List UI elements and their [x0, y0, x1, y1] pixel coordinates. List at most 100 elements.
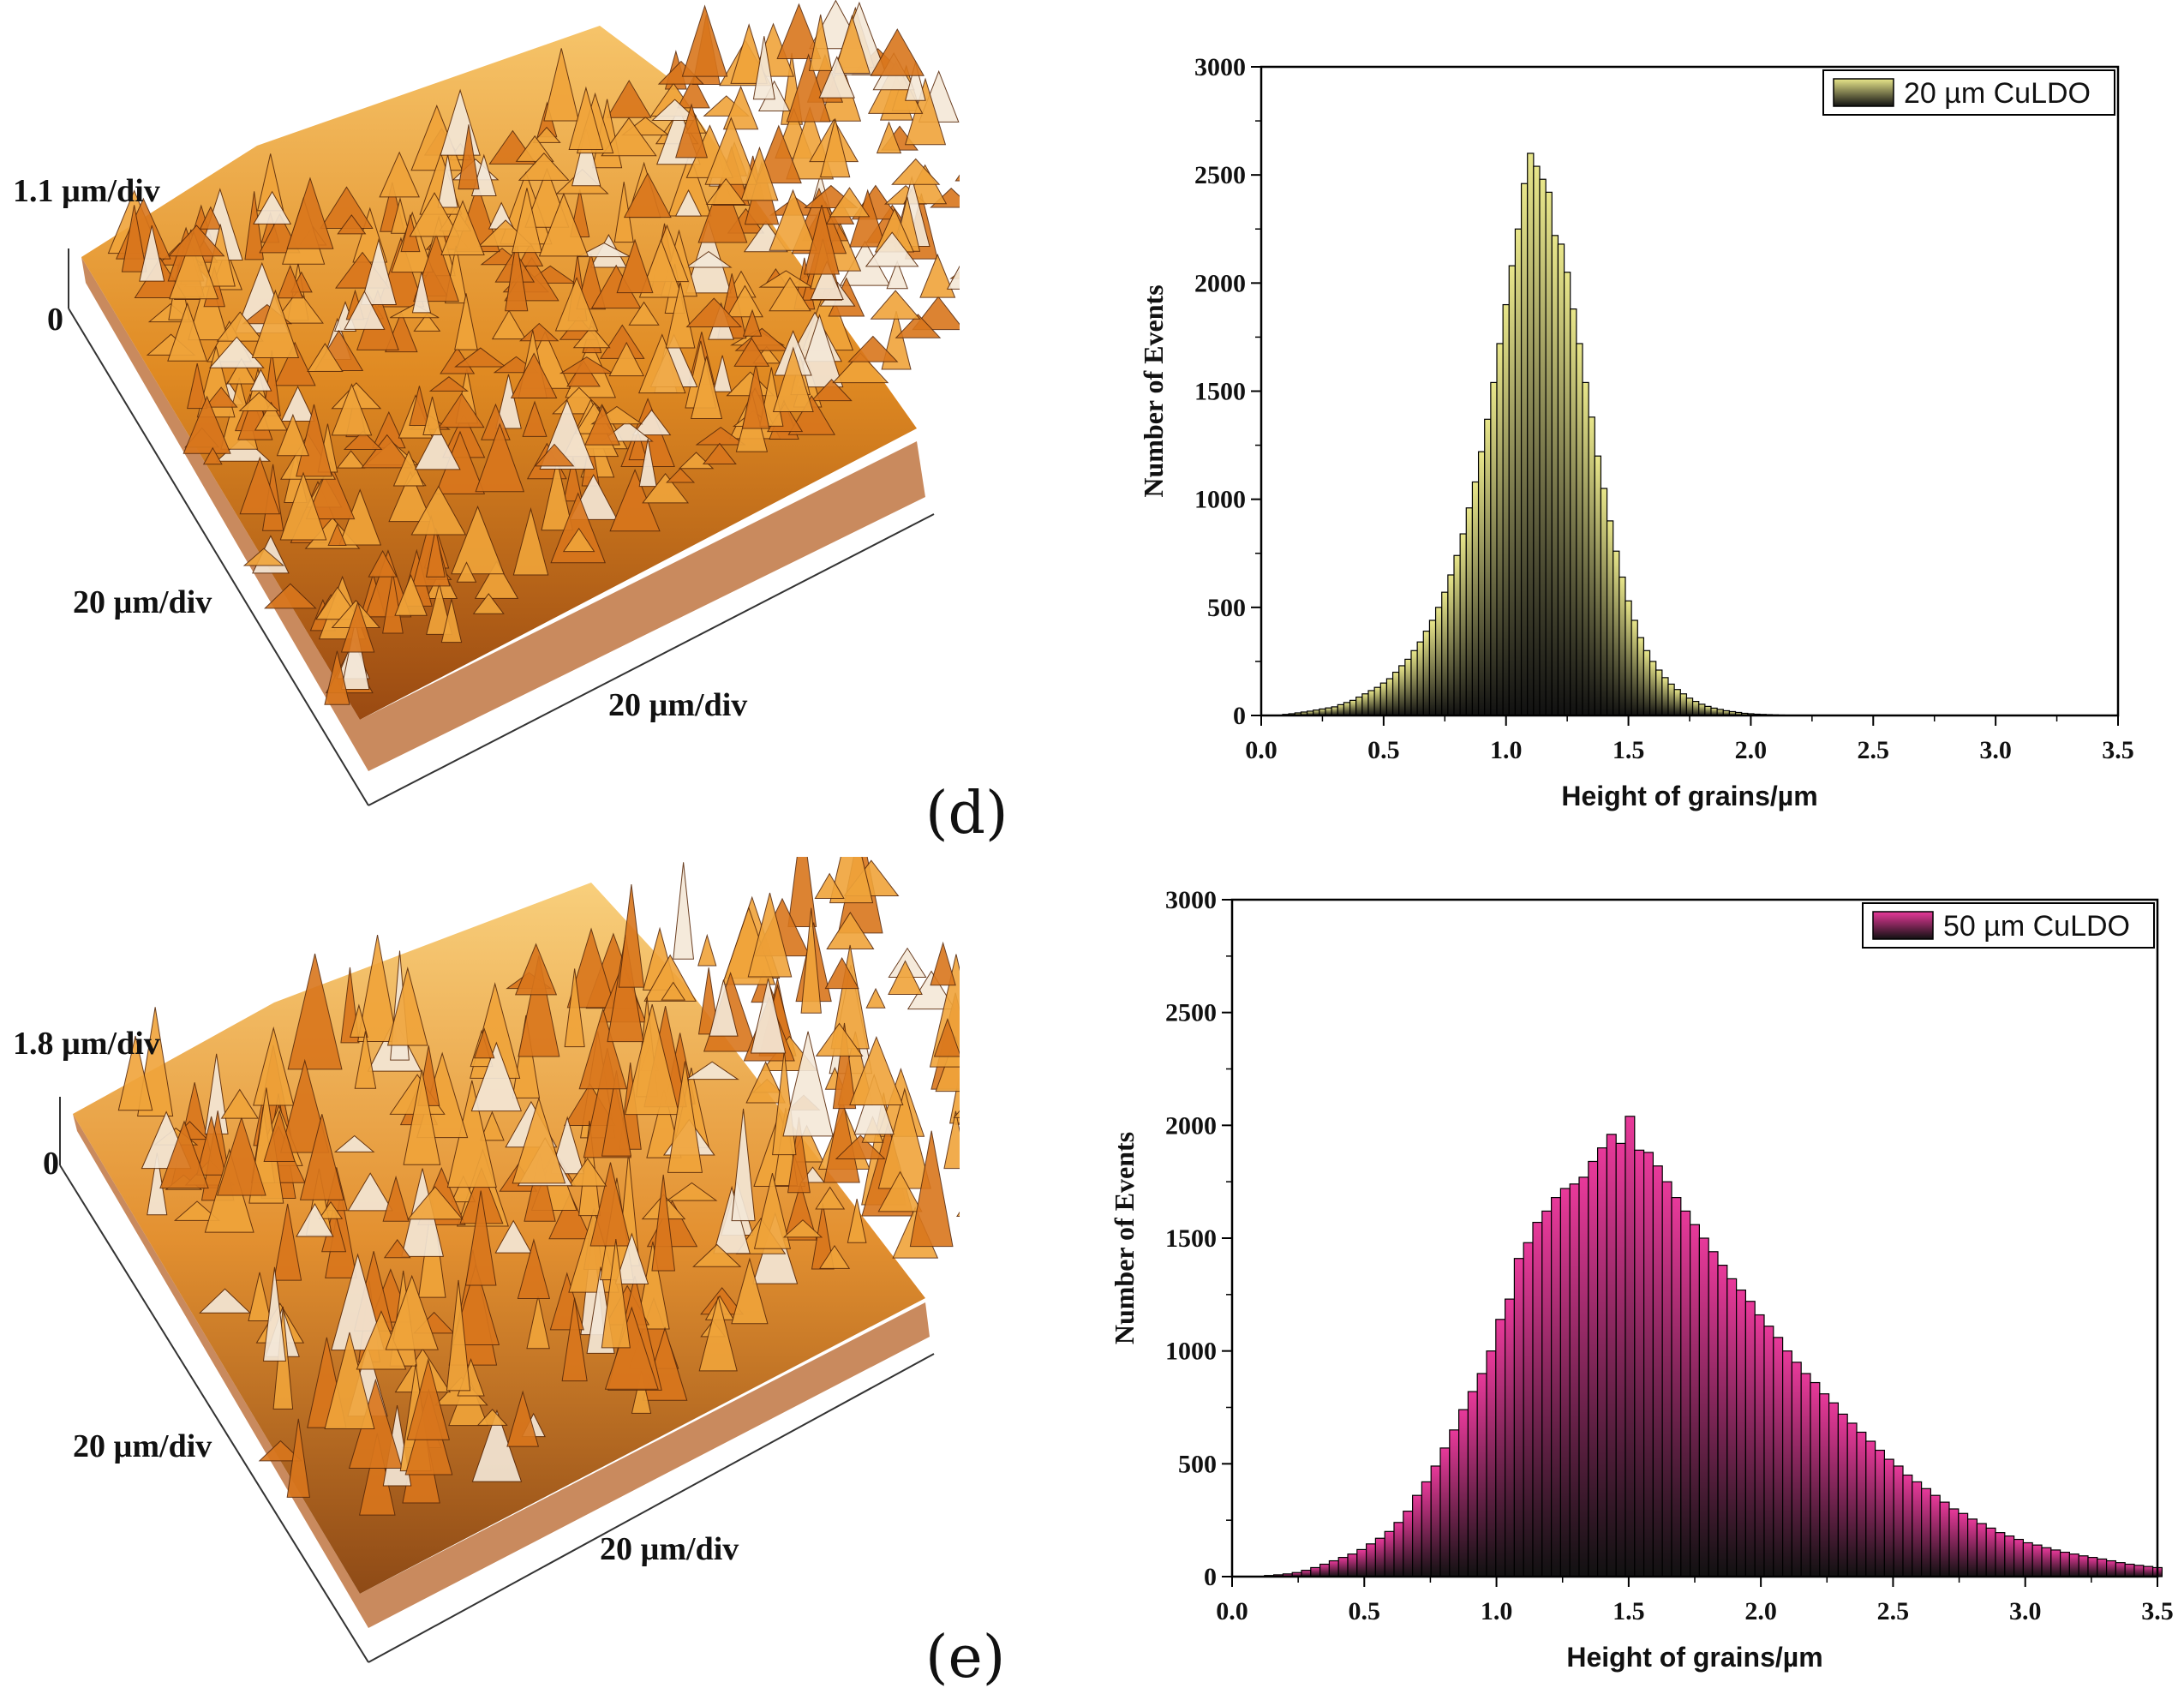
histogram-bar — [1495, 1319, 1506, 1577]
afm-3d-image-d: 1.1 µm/div 0 20 µm/div 20 µm/div — [0, 0, 1076, 840]
afm-peak — [324, 650, 350, 705]
histogram-bar — [1551, 235, 1559, 716]
afm-peak — [543, 48, 580, 122]
histogram-bar — [1337, 703, 1345, 716]
afm-peak — [832, 1022, 857, 1110]
histogram-bar — [1594, 455, 1602, 716]
afm-peak — [356, 934, 398, 1043]
afm-peak — [607, 935, 644, 1043]
afm-peak — [814, 872, 845, 900]
afm-peak — [474, 560, 519, 599]
histogram-bar — [1781, 1350, 1792, 1577]
histogram-bar — [1366, 1543, 1377, 1577]
histogram-bar — [1355, 696, 1363, 716]
afm-peak — [199, 206, 222, 230]
histogram-bar — [1349, 699, 1357, 716]
histogram-bar — [2097, 1558, 2108, 1577]
histogram-bar — [1615, 1142, 1626, 1577]
histogram-bar — [1763, 1326, 1774, 1577]
afm-peak — [470, 1041, 523, 1112]
x-tick-label: 3.5 — [2102, 736, 2134, 764]
afm-peak — [865, 987, 886, 1009]
afm-peak — [571, 129, 601, 187]
afm-peak — [386, 967, 428, 1046]
panel-label-e: (e) — [925, 1624, 1006, 1691]
afm-peak — [428, 376, 470, 392]
afm-peak — [909, 1130, 954, 1248]
histogram-bar — [1920, 1488, 1931, 1577]
histogram-bar — [1563, 272, 1571, 716]
histogram-bar — [1948, 1508, 1960, 1577]
y-tick-label: 500 — [1207, 594, 1246, 622]
histogram-bar — [1773, 1337, 1784, 1577]
afm-peak — [665, 282, 696, 349]
x-tick-label: 3.0 — [1979, 736, 2012, 764]
afm-peak — [818, 1244, 851, 1269]
afm-peak — [891, 158, 941, 185]
afm-peak — [905, 60, 926, 101]
afm-peak — [264, 583, 317, 609]
histogram-bar — [2022, 1541, 2033, 1577]
afm-peak — [324, 1332, 375, 1430]
afm-peak — [517, 1238, 551, 1300]
histogram-bar — [1421, 1481, 1432, 1577]
afm-peak — [475, 422, 525, 493]
afm-peak — [409, 192, 460, 237]
afm-peak — [930, 941, 956, 986]
histogram-bar — [1588, 1160, 1599, 1577]
histogram-bar — [1505, 1298, 1516, 1577]
histogram-bar — [1550, 1197, 1561, 1577]
histogram-bar — [2087, 1557, 2098, 1577]
afm-peak — [562, 527, 595, 553]
afm-peak — [361, 434, 414, 469]
histogram-bar — [1404, 658, 1412, 716]
histogram-bar — [1527, 153, 1535, 716]
afm-peak — [541, 459, 573, 531]
legend-label: 50 µm CuLDO — [1943, 910, 2130, 943]
afm-peak — [667, 1061, 703, 1173]
afm-peak — [808, 14, 833, 71]
x-tick-label: 1.0 — [1490, 736, 1523, 764]
afm-peak — [409, 386, 430, 426]
histogram-bar — [1458, 1409, 1469, 1577]
afm-peak — [173, 1200, 221, 1221]
afm-peak — [568, 1158, 607, 1187]
afm-peak — [307, 343, 344, 372]
histogram-bar — [2050, 1549, 2061, 1577]
afm-peak — [318, 1200, 344, 1219]
histogram-bar — [1465, 507, 1474, 716]
afm-peak — [835, 1134, 886, 1160]
afm-peak — [685, 297, 743, 327]
afm-peak — [512, 188, 542, 254]
histogram-bar — [1930, 1494, 1941, 1577]
afm-peak — [870, 28, 924, 76]
histogram-bar — [1310, 1566, 1321, 1577]
afm-peak — [604, 1306, 659, 1390]
afm-peak — [456, 561, 477, 583]
afm-peak — [117, 1035, 153, 1111]
histogram-bar — [1441, 591, 1449, 716]
afm-peak — [202, 446, 223, 465]
afm-peak — [333, 1134, 375, 1152]
afm-peak — [451, 1175, 476, 1203]
x-tick-label: 1.5 — [1613, 1597, 1645, 1625]
afm-x-label: 20 µm/div — [600, 1531, 739, 1567]
afm-peak — [538, 192, 589, 257]
afm-peak — [331, 1253, 386, 1351]
afm-peak — [518, 322, 559, 342]
histogram-bar — [1642, 1152, 1654, 1577]
afm-peak — [550, 492, 606, 564]
afm-peak — [253, 190, 292, 224]
histogram-bar — [1532, 1221, 1543, 1577]
histogram-plot-e: 0.0 0.5 1.0 1.5 2.0 2.5 3.0 3.5 0 500 1000 1500 2000… — [1109, 886, 2174, 1673]
histogram-bar — [1430, 1465, 1441, 1577]
histogram-bar — [1671, 1197, 1682, 1577]
histogram-bar — [1449, 1429, 1460, 1577]
histogram-bar — [1846, 1422, 1858, 1577]
afm-peak — [254, 401, 288, 431]
afm-peak — [337, 214, 367, 235]
afm-peak — [661, 981, 686, 1001]
histogram-bar — [1704, 705, 1712, 716]
x-tick-label: 2.0 — [1744, 1597, 1777, 1625]
afm-peak — [286, 1418, 310, 1498]
